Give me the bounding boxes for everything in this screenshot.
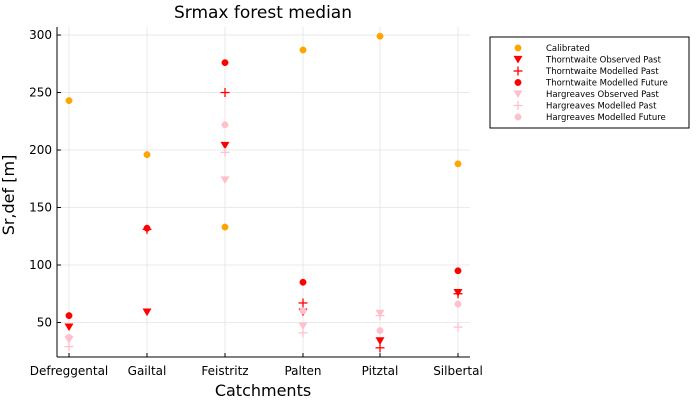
- data-point: [299, 278, 307, 286]
- data-point: [143, 224, 151, 232]
- series-3: [65, 59, 462, 320]
- y-tick-label: 300: [29, 28, 52, 42]
- data-point: [143, 151, 151, 159]
- grid-layer: [57, 27, 470, 357]
- data-point: [65, 97, 73, 105]
- y-tick-label: 250: [29, 86, 52, 100]
- data-point: [454, 267, 462, 275]
- data-point: [375, 343, 385, 353]
- legend-label: Thorntwaite Observed Past: [545, 56, 662, 66]
- data-point: [220, 88, 230, 98]
- legend-marker: [513, 66, 523, 76]
- series-1: [64, 141, 463, 345]
- data-point: [220, 147, 230, 157]
- data-point: [142, 308, 152, 317]
- x-tick-label: Silbertal: [433, 364, 483, 378]
- legend-label: Calibrated: [546, 44, 590, 54]
- data-point: [221, 223, 229, 231]
- legend-box: [489, 36, 690, 129]
- data-point: [298, 298, 308, 308]
- data-point: [64, 323, 74, 332]
- y-tick-label: 200: [29, 143, 52, 157]
- x-tick-label: Palten: [284, 364, 321, 378]
- data-point: [220, 176, 230, 184]
- chart-title: Srmax forest median: [174, 3, 352, 23]
- data-point: [221, 59, 229, 67]
- data-point: [453, 322, 463, 332]
- legend-label: Thorntwaite Modelled Past: [545, 67, 659, 77]
- data-point: [376, 32, 384, 40]
- legend-marker: [513, 90, 523, 99]
- data-point: [299, 307, 307, 315]
- data-point: [299, 46, 307, 54]
- legend-label: Thorntwaite Modelled Future: [545, 79, 668, 89]
- data-point: [376, 327, 384, 335]
- series-5: [64, 147, 463, 352]
- data-point: [65, 334, 73, 341]
- legend-marker: [514, 79, 522, 86]
- data-point: [453, 289, 463, 299]
- data-point: [64, 342, 74, 352]
- data-point: [298, 328, 308, 338]
- data-point: [454, 300, 462, 308]
- legend-label: Hargreaves Observed Past: [546, 90, 659, 100]
- series-4: [64, 176, 385, 344]
- y-tick-label: 150: [29, 201, 52, 215]
- x-tick-label: Feistritz: [201, 364, 248, 378]
- data-point: [298, 322, 308, 331]
- data-point: [454, 160, 462, 168]
- y-tick-label: 50: [37, 316, 52, 330]
- x-tick-label: Gailtal: [128, 364, 167, 378]
- x-axis-title: Catchments: [215, 381, 311, 400]
- data-point: [220, 141, 230, 150]
- data-point: [375, 311, 385, 321]
- y-tick-label: 100: [29, 258, 52, 272]
- data-point: [221, 121, 229, 129]
- series-0: [65, 32, 462, 231]
- x-tick-label: Defreggental: [30, 364, 109, 378]
- legend-label: Hargreaves Modelled Past: [546, 102, 657, 112]
- legend-marker: [513, 55, 523, 64]
- axis-layer: 50 100 150 200 250 300 Defreggental Gailtal Feis…: [29, 27, 483, 378]
- marks-layer: [64, 32, 463, 353]
- x-tick-label: Pitztal: [362, 364, 399, 378]
- series-6: [65, 121, 462, 341]
- data-point: [65, 312, 73, 320]
- data-point: [375, 337, 385, 345]
- legend-marker: [513, 101, 523, 110]
- y-axis-title: Sr,def [m]: [0, 155, 18, 236]
- legend-label: Hargreaves Modelled Future: [546, 113, 666, 123]
- legend-marker: [514, 44, 522, 52]
- legend-marker: [514, 113, 522, 121]
